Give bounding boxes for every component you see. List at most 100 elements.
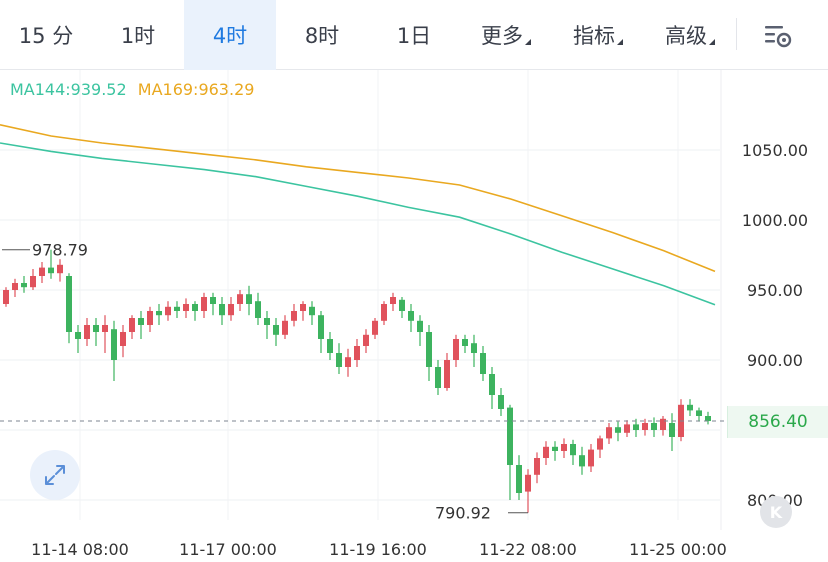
candle-body — [318, 315, 324, 339]
timeframe-tab-bar: 15 分 1时 4时 8时 1日 更多 指标 高级 — [0, 0, 828, 70]
tab-7[interactable]: 指标 — [552, 0, 644, 70]
candle-body — [705, 416, 711, 422]
candle-body — [237, 294, 243, 304]
candle-body — [246, 294, 252, 304]
candle-body — [525, 474, 531, 492]
tab-label: 指标 — [573, 24, 615, 48]
tab-label: 1日 — [396, 24, 432, 48]
dropdown-caret-icon — [617, 39, 623, 45]
candle-body — [534, 458, 540, 475]
y-axis-tick-label: 900.00 — [747, 351, 803, 370]
candle-body — [471, 343, 477, 353]
candle-body — [399, 299, 405, 311]
candle-body — [570, 444, 576, 456]
ma144-legend: MA144:939.52 — [10, 80, 127, 99]
candle-body — [75, 332, 81, 339]
candle-body — [408, 311, 414, 321]
candle-body — [219, 304, 225, 316]
tab-divider — [736, 18, 737, 50]
candle-body — [489, 374, 495, 395]
candle-body — [462, 339, 468, 346]
candle-body — [327, 339, 333, 353]
candle-body — [336, 353, 342, 367]
tab-1[interactable]: 15 分 — [0, 0, 92, 70]
x-axis-tick-label: 11-25 00:00 — [629, 540, 727, 559]
candle-body — [48, 267, 54, 274]
candle-body — [39, 267, 45, 276]
candle-body — [597, 438, 603, 450]
candle-body — [435, 367, 441, 388]
y-axis-tick-label: 1000.00 — [742, 211, 808, 230]
candle-body — [21, 283, 27, 288]
tab-4[interactable]: 8时 — [276, 0, 368, 70]
candle-body — [3, 290, 9, 304]
candle-body — [255, 301, 261, 318]
candle-body — [354, 346, 360, 360]
candle-body — [498, 395, 504, 409]
candle-body — [228, 304, 234, 316]
tab-label: 4时 — [212, 24, 248, 48]
expand-chart-button[interactable] — [30, 450, 80, 500]
candle-body — [291, 311, 297, 321]
ma144-line — [0, 142, 716, 306]
y-axis-tick-label: 1050.00 — [742, 141, 808, 160]
candle-body — [264, 318, 270, 325]
candle-body — [345, 357, 351, 367]
candle-body — [120, 332, 126, 346]
chart-settings-button[interactable] — [752, 18, 804, 54]
candle-body — [138, 318, 144, 325]
candle-body — [417, 320, 423, 332]
tab-5[interactable]: 1日 — [368, 0, 460, 70]
ma169-line — [0, 124, 716, 273]
candle-body — [516, 465, 522, 493]
candle-body — [66, 276, 72, 332]
candle-body — [579, 455, 585, 467]
candle-body — [30, 276, 36, 288]
candle-body — [372, 320, 378, 335]
candle-body — [480, 353, 486, 374]
candle-body — [282, 320, 288, 335]
candle-body — [129, 318, 135, 332]
candle-body — [561, 444, 567, 451]
tab-3[interactable]: 4时 — [184, 0, 276, 70]
candle-body — [426, 332, 432, 367]
candle-body — [273, 325, 279, 335]
current-price-tag: 856.40 — [727, 406, 828, 438]
x-axis-tick-label: 11-17 00:00 — [179, 540, 277, 559]
candle-body — [12, 283, 18, 290]
dropdown-caret-icon — [525, 39, 531, 45]
ma-legend: MA144:939.52 MA169:963.29 — [10, 80, 260, 99]
candle-body — [165, 306, 171, 316]
candle-body — [651, 423, 657, 430]
candle-body — [669, 423, 675, 437]
x-axis-tick-label: 11-19 16:00 — [329, 540, 427, 559]
candle-body — [192, 304, 198, 311]
candle-body — [111, 329, 117, 360]
tab-label: 高级 — [665, 24, 707, 48]
tab-2[interactable]: 1时 — [92, 0, 184, 70]
candle-body — [102, 325, 108, 332]
tab-label: 8时 — [304, 24, 340, 48]
tab-label: 15 分 — [18, 24, 74, 48]
candle-body — [696, 410, 702, 416]
candle-body — [174, 306, 180, 311]
x-axis-tick-label: 11-14 08:00 — [31, 540, 129, 559]
candle-body — [183, 304, 189, 311]
x-axis-tick-label: 11-22 08:00 — [479, 540, 577, 559]
candle-body — [309, 306, 315, 316]
y-axis-tick-label: 950.00 — [747, 281, 803, 300]
candle-body — [84, 325, 90, 339]
tab-8[interactable]: 高级 — [644, 0, 736, 70]
high-price-annotation: 978.79 — [32, 241, 88, 260]
candle-body — [93, 325, 99, 332]
tab-label: 更多 — [481, 24, 523, 48]
candle-body — [633, 424, 639, 430]
candle-body — [507, 407, 513, 465]
tab-6[interactable]: 更多 — [460, 0, 552, 70]
candle-body — [363, 334, 369, 346]
candle-body — [201, 297, 207, 311]
tab-label: 1时 — [120, 24, 156, 48]
low-price-annotation: 790.92 — [435, 504, 491, 523]
candle-body — [147, 311, 153, 325]
